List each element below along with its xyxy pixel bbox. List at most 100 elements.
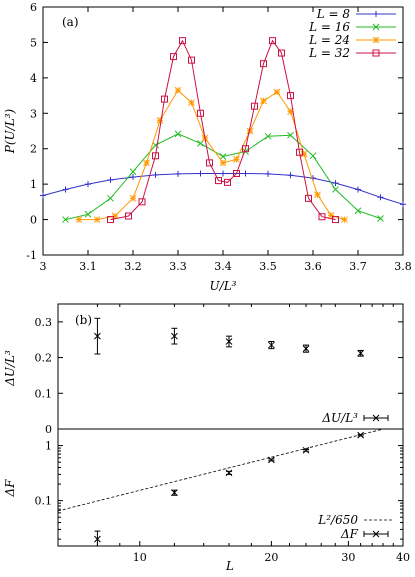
panel-b-point-d2	[94, 332, 101, 340]
series-l-32-point-box	[296, 148, 303, 156]
series-l-16-point-d2	[107, 194, 114, 202]
series-l-24-point-d2	[273, 88, 281, 96]
panel-c-point	[357, 431, 364, 439]
series-l-32-point-box	[161, 95, 168, 103]
panel-b-point-d2	[357, 349, 364, 357]
legend-l-16-marker	[372, 23, 380, 31]
series-l-32-point	[179, 37, 186, 45]
series-l-16-point	[84, 210, 92, 218]
series-l-24-point	[273, 88, 281, 96]
series-l-24-point	[341, 216, 348, 223]
series-l-32-point	[318, 213, 326, 221]
panel-b-point-d2	[268, 341, 275, 349]
panel-a-xtick-label: 3.8	[394, 260, 412, 273]
series-l-32-point	[125, 212, 132, 220]
series-l-16-point	[377, 215, 384, 222]
series-l-24-point	[233, 155, 240, 163]
series-l-24-point	[327, 211, 335, 219]
series-l-8-point	[242, 170, 249, 177]
series-l-32-point-box	[269, 37, 276, 45]
series-l-8-point	[152, 171, 159, 178]
panel-b-point	[94, 332, 101, 340]
panel-c-point-d2	[302, 446, 310, 454]
series-l-32-point	[269, 37, 276, 45]
panel-c-ytick-label: 1	[45, 440, 52, 453]
series-l-16-point-d2	[264, 132, 272, 140]
series-l-32-point	[188, 56, 195, 64]
legend-l-8-label: L = 8	[316, 7, 351, 21]
series-l-32-point	[260, 60, 267, 68]
panel-a-xtick-label: 3.5	[259, 260, 277, 273]
series-l-32-point-box	[179, 37, 186, 45]
series-l-24-point-d2	[246, 127, 254, 135]
panel-c-ytick-label: 0.1	[35, 495, 53, 508]
series-l-32-point-box	[332, 216, 339, 224]
series-l-24-point-d2	[314, 191, 321, 199]
series-l-16-point-d2	[332, 186, 339, 193]
series-l-24-point	[156, 117, 164, 124]
panel-b-point-d2	[302, 345, 310, 352]
series-l-32-point	[206, 159, 213, 167]
series-l-24-point-d2	[188, 99, 195, 107]
series-l-16-point-d2	[84, 210, 92, 218]
panel-a: (a) U/L³ P(U/L³) 3 3.1 3.2 3.3 3.4 3.5 3.6 3.7 3…	[3, 1, 412, 293]
legend-l-24-marker-d2	[372, 36, 380, 44]
panel-a-series	[40, 37, 406, 224]
series-l-24-point-d2	[327, 211, 335, 219]
series-l-32-point-box	[278, 49, 285, 57]
panel-c-ylabel: ΔF	[3, 479, 17, 498]
series-l-32-line	[110, 39, 336, 221]
series-l-8-point	[175, 170, 181, 177]
series-l-8-point	[107, 176, 114, 183]
series-l-32-point	[242, 145, 249, 153]
series-l-8-point	[287, 172, 294, 179]
series-l-24-point	[75, 216, 83, 223]
series-l-24-point	[143, 159, 150, 167]
series-l-32-point-box	[224, 178, 231, 186]
panel-c-point	[225, 469, 233, 477]
panel-c-point-d2	[225, 469, 233, 477]
series-l-8-point	[220, 170, 226, 177]
panel-c-point-d2	[357, 431, 364, 439]
series-l-16-point	[354, 207, 362, 215]
series-l-32-point	[161, 95, 168, 103]
panel-c-point-d2	[94, 535, 101, 543]
series-l-16-point-d2	[129, 168, 137, 176]
series-l-32-point	[107, 216, 114, 224]
panel-c-xtick-label: 40	[396, 551, 410, 564]
series-l-24-point	[219, 159, 227, 167]
series-l-8-point	[400, 201, 406, 208]
panel-c-legend-df-marker-d2	[372, 530, 380, 538]
panel-b-ytick-label: 0	[45, 423, 52, 436]
series-fit-line	[57, 428, 384, 512]
series-l-16-point	[264, 132, 272, 140]
legend-l-32-marker-box	[372, 49, 380, 57]
series-l-32-point	[152, 152, 159, 160]
series-l-8-point	[197, 170, 204, 177]
series-l-24-point	[129, 194, 137, 202]
series-l-32-point-box	[215, 177, 222, 185]
series-l-24-point	[314, 191, 321, 199]
series-l-32-point	[197, 109, 204, 117]
series-l-8-point	[332, 180, 339, 187]
panel-b-ytick-label: 0.2	[35, 352, 53, 365]
panel-c-point	[302, 446, 310, 454]
series-l-32-point-box	[318, 213, 326, 221]
series-l-32-point-box	[260, 60, 267, 68]
panel-a-legend: L = 8L = 16L = 24L = 32	[308, 7, 396, 60]
series-l-24-point-d2	[75, 216, 83, 223]
series-l-8-line	[42, 173, 404, 205]
panel-c-frame	[57, 428, 404, 547]
panel-b-point-d2	[171, 332, 178, 340]
panel-c-point-d2	[268, 456, 275, 464]
legend-l-16-marker-d2	[372, 23, 380, 31]
panel-b-legend: ΔU/L³	[321, 411, 389, 425]
panel-b-point	[357, 349, 364, 357]
series-l-16-point-d2	[219, 153, 227, 160]
series-l-24-point-d2	[156, 117, 164, 124]
series-l-16-line	[65, 133, 381, 221]
series-l-16-point	[287, 131, 294, 139]
panel-a-ytick-label: 2	[30, 143, 37, 156]
legend-l-16-label: L = 16	[308, 20, 350, 34]
